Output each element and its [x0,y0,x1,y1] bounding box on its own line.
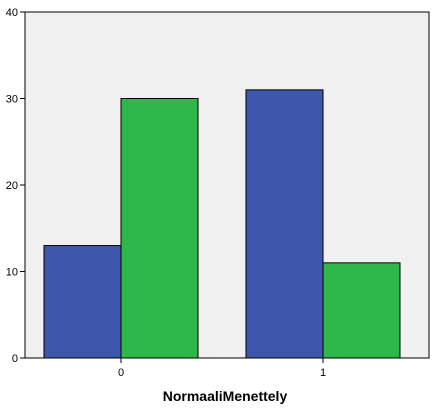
y-tick-label: 0 [12,353,18,365]
bar-cat-1-series-0 [245,89,324,359]
y-tick-label: 30 [6,94,18,106]
y-tick-label: 20 [6,180,18,192]
x-tick-label: 0 [118,367,124,379]
x-axis-title: NormaaliMenettely [163,388,288,404]
y-axis: 0 10 20 30 40 [6,7,25,365]
bar-cat-0-series-0 [43,245,122,359]
x-tick-label: 1 [320,367,326,379]
bar-cat-0-series-1 [120,98,199,359]
bar-cat-1-series-1 [322,262,401,359]
bars-group [43,89,401,359]
y-tick-label: 10 [6,267,18,279]
y-tick-label: 40 [6,7,18,19]
